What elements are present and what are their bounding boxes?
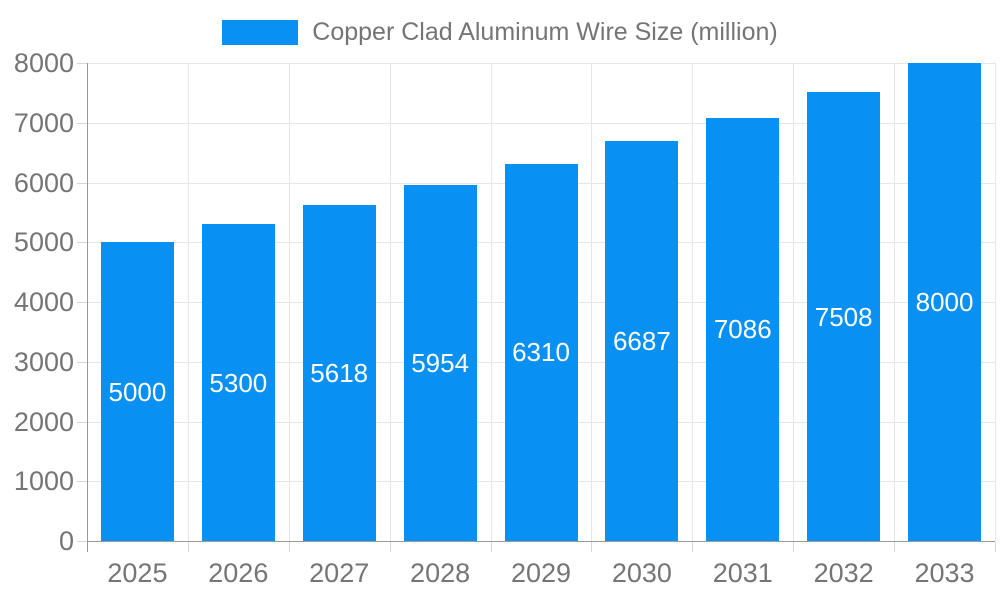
bar-value-label: 7508 — [814, 301, 873, 332]
bar-value-label: 5000 — [108, 376, 167, 407]
x-axis-tick — [389, 542, 391, 552]
x-axis-tick — [187, 542, 189, 552]
y-axis-label: 3000 — [13, 346, 74, 377]
y-axis-label: 8000 — [13, 48, 74, 78]
x-axis-tick — [591, 542, 593, 552]
bar-value-label: 7086 — [713, 314, 772, 345]
plot-area: 5000 5300 5618 5954 6310 6687 7086 7508 8000 — [87, 63, 996, 541]
x-axis-tick — [793, 542, 795, 552]
y-axis-tick — [77, 541, 87, 542]
y-axis-tick — [77, 242, 87, 244]
y-axis-label: 4000 — [13, 287, 74, 317]
bar-2031[interactable]: 7086 — [706, 117, 780, 541]
bar-value-label: 6687 — [612, 326, 671, 357]
legend-label: Copper Clad Aluminum Wire Size (million) — [312, 17, 778, 46]
gridline-vertical — [591, 63, 593, 541]
x-axis-label: 2027 — [309, 558, 370, 588]
x-axis-label: 2028 — [410, 558, 471, 588]
y-axis-tick — [77, 302, 87, 303]
x-axis-tick — [692, 542, 694, 552]
bar-2026[interactable]: 5300 — [201, 224, 275, 541]
bar-2030[interactable]: 6687 — [605, 141, 679, 541]
x-axis-tick — [288, 542, 290, 552]
y-axis-label: 2000 — [13, 406, 74, 437]
y-axis-tick — [77, 63, 87, 64]
bar-value-label: 6310 — [512, 337, 570, 368]
x-axis-label: 2026 — [208, 558, 269, 588]
gridline-vertical — [995, 63, 996, 541]
y-axis-line — [87, 63, 88, 552]
y-axis-label: 7000 — [13, 107, 74, 138]
gridline-vertical — [692, 63, 694, 541]
y-axis-label: 0 — [58, 526, 74, 556]
gridline-vertical — [894, 63, 896, 541]
bar-2028[interactable]: 5954 — [403, 185, 477, 541]
gridline-vertical — [793, 63, 795, 541]
y-axis-tick — [77, 481, 87, 483]
bar-value-label: 8000 — [915, 287, 974, 317]
bar-2025[interactable]: 5000 — [100, 242, 174, 541]
x-axis-label: 2033 — [914, 558, 975, 588]
gridline-horizontal — [87, 63, 995, 64]
bar-2032[interactable]: 7508 — [807, 92, 881, 541]
bar-2029[interactable]: 6310 — [504, 163, 578, 541]
bar-value-label: 5618 — [310, 358, 369, 389]
y-axis-label: 1000 — [13, 466, 74, 497]
legend-swatch — [222, 19, 299, 45]
y-axis-tick — [77, 421, 87, 423]
x-axis-tick — [490, 542, 492, 552]
x-axis-line — [87, 541, 995, 542]
x-axis-label: 2031 — [712, 558, 773, 588]
bar-2027[interactable]: 5618 — [302, 205, 376, 541]
bar-2033[interactable]: 8000 — [908, 63, 982, 541]
legend[interactable]: Copper Clad Aluminum Wire Size (million) — [0, 14, 1000, 50]
gridline-horizontal — [87, 122, 995, 124]
x-axis-label: 2032 — [813, 558, 874, 588]
y-axis-tick — [77, 122, 87, 124]
x-axis-label: 2029 — [510, 558, 572, 588]
y-axis-tick — [77, 361, 87, 363]
y-axis-tick — [77, 182, 87, 184]
x-axis-tick — [894, 542, 896, 552]
gridline-vertical — [288, 63, 290, 541]
x-axis-label: 2030 — [611, 558, 672, 588]
x-axis-label: 2025 — [107, 558, 168, 588]
gridline-vertical — [187, 63, 189, 541]
bar-value-label: 5300 — [209, 367, 268, 398]
gridline-vertical — [490, 63, 492, 541]
x-axis-tick — [995, 542, 996, 552]
y-axis-label: 5000 — [13, 227, 74, 258]
bar-value-label: 5954 — [411, 348, 470, 379]
gridline-vertical — [389, 63, 391, 541]
y-axis-label: 6000 — [13, 167, 74, 198]
